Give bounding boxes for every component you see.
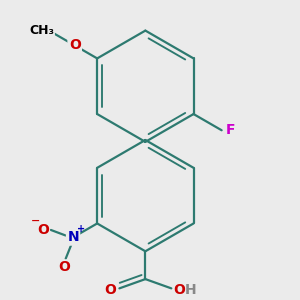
Text: H: H	[184, 283, 196, 297]
Text: N: N	[67, 230, 79, 244]
Text: O: O	[173, 283, 185, 297]
Text: O: O	[69, 38, 81, 52]
Text: O: O	[38, 223, 50, 237]
Text: O: O	[104, 283, 116, 297]
Text: F: F	[225, 123, 235, 137]
Text: −: −	[30, 216, 40, 226]
Text: CH₃: CH₃	[29, 24, 54, 37]
Text: +: +	[77, 224, 86, 234]
Text: O: O	[58, 260, 70, 274]
